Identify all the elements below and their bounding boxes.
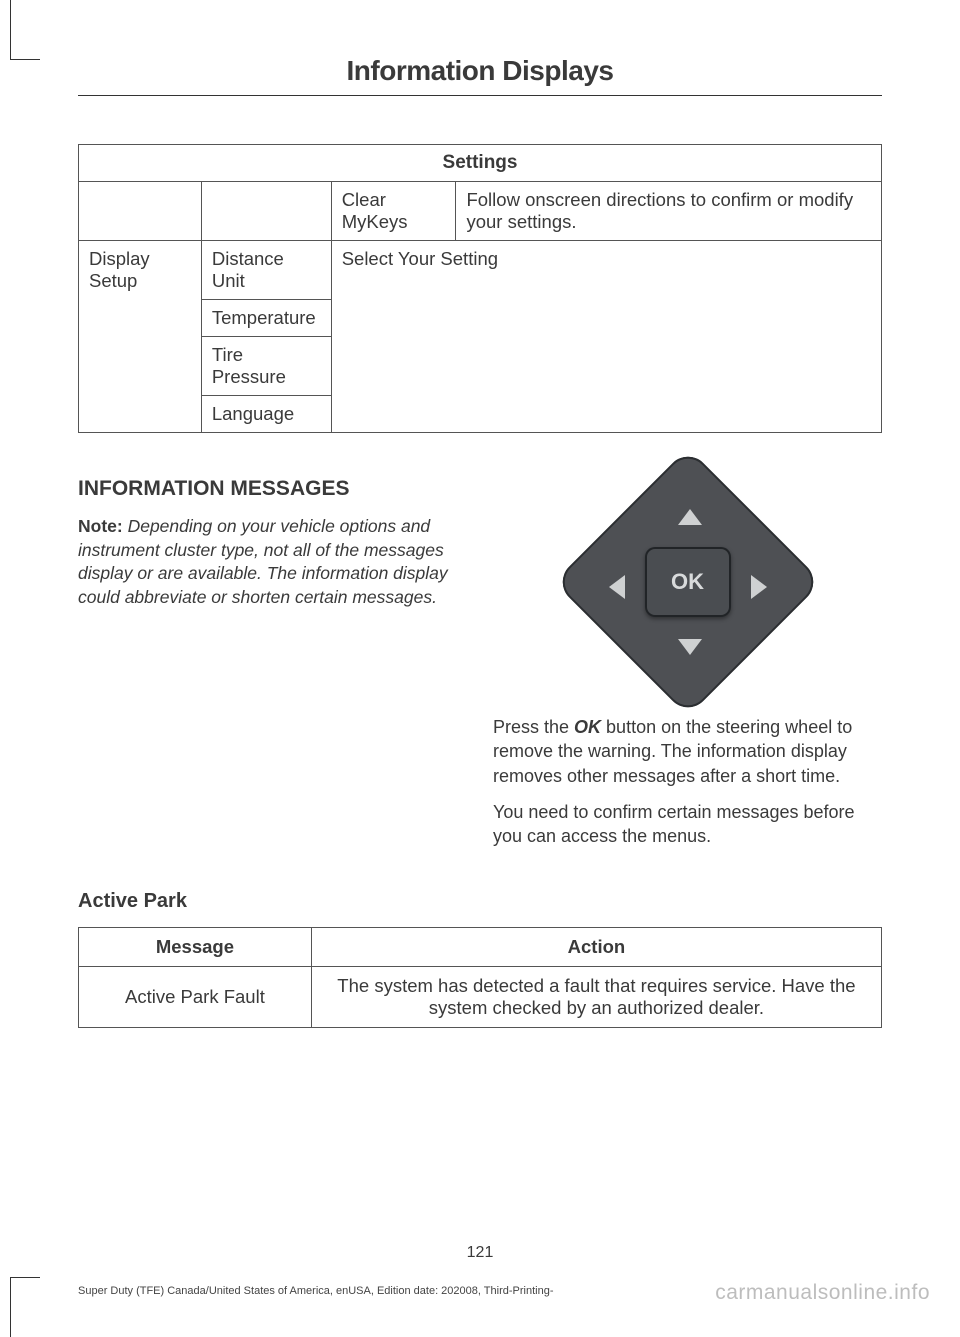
ok-paragraph-1: Press the OK button on the steering whee… <box>493 715 882 788</box>
cell-active-park-action: The system has detected a fault that req… <box>311 967 881 1028</box>
page-content: Information Displays Settings Clear MyKe… <box>0 0 960 1068</box>
p1-a: Press the <box>493 717 574 737</box>
settings-table: Settings Clear MyKeys Follow onscreen di… <box>78 144 882 433</box>
ok-paragraph-2: You need to confirm certain messages bef… <box>493 800 882 849</box>
cell-tire-pressure: Tire Pressure <box>201 337 331 396</box>
right-column: OK Press the OK button on the steering w… <box>493 477 882 860</box>
cell-distance-unit: Distance Unit <box>201 241 331 300</box>
cell-clear-mykeys: Clear MyKeys <box>331 182 456 241</box>
cell-empty <box>79 182 202 241</box>
note-text: Depending on your vehicle options and in… <box>78 516 448 607</box>
left-column: INFORMATION MESSAGES Note: Depending on … <box>78 477 467 860</box>
cell-display-setup: Display Setup <box>79 241 202 433</box>
crop-mark-top-left <box>10 0 40 60</box>
cell-empty <box>201 182 331 241</box>
col-message-header: Message <box>79 928 312 967</box>
p1-bold: OK <box>574 717 601 737</box>
page-number: 121 <box>0 1244 960 1262</box>
footer-text: Super Duty (TFE) Canada/United States of… <box>78 1285 553 1297</box>
two-column-layout: INFORMATION MESSAGES Note: Depending on … <box>78 477 882 860</box>
crop-mark-bottom-left <box>10 1277 40 1337</box>
note-label: Note: <box>78 516 123 536</box>
info-messages-heading: INFORMATION MESSAGES <box>78 477 467 501</box>
active-park-heading: Active Park <box>78 890 882 913</box>
arrow-left-icon <box>609 575 625 599</box>
watermark: carmanualsonline.info <box>715 1281 930 1305</box>
cell-temperature: Temperature <box>201 300 331 337</box>
note-block: Note: Depending on your vehicle options … <box>78 515 467 610</box>
cell-language: Language <box>201 396 331 433</box>
cell-clear-mykeys-desc: Follow onscreen directions to confirm or… <box>456 182 882 241</box>
col-action-header: Action <box>311 928 881 967</box>
ok-label: OK <box>671 569 704 595</box>
header-divider <box>78 95 882 96</box>
page-title: Information Displays <box>78 55 882 87</box>
ok-center-button: OK <box>645 547 731 617</box>
settings-header: Settings <box>79 145 882 182</box>
ok-button-illustration: OK <box>563 477 813 697</box>
cell-active-park-fault: Active Park Fault <box>79 967 312 1028</box>
cell-select-setting: Select Your Setting <box>331 241 881 433</box>
active-park-table: Message Action Active Park Fault The sys… <box>78 927 882 1028</box>
arrow-down-icon <box>678 639 702 655</box>
arrow-up-icon <box>678 509 702 525</box>
arrow-right-icon <box>751 575 767 599</box>
